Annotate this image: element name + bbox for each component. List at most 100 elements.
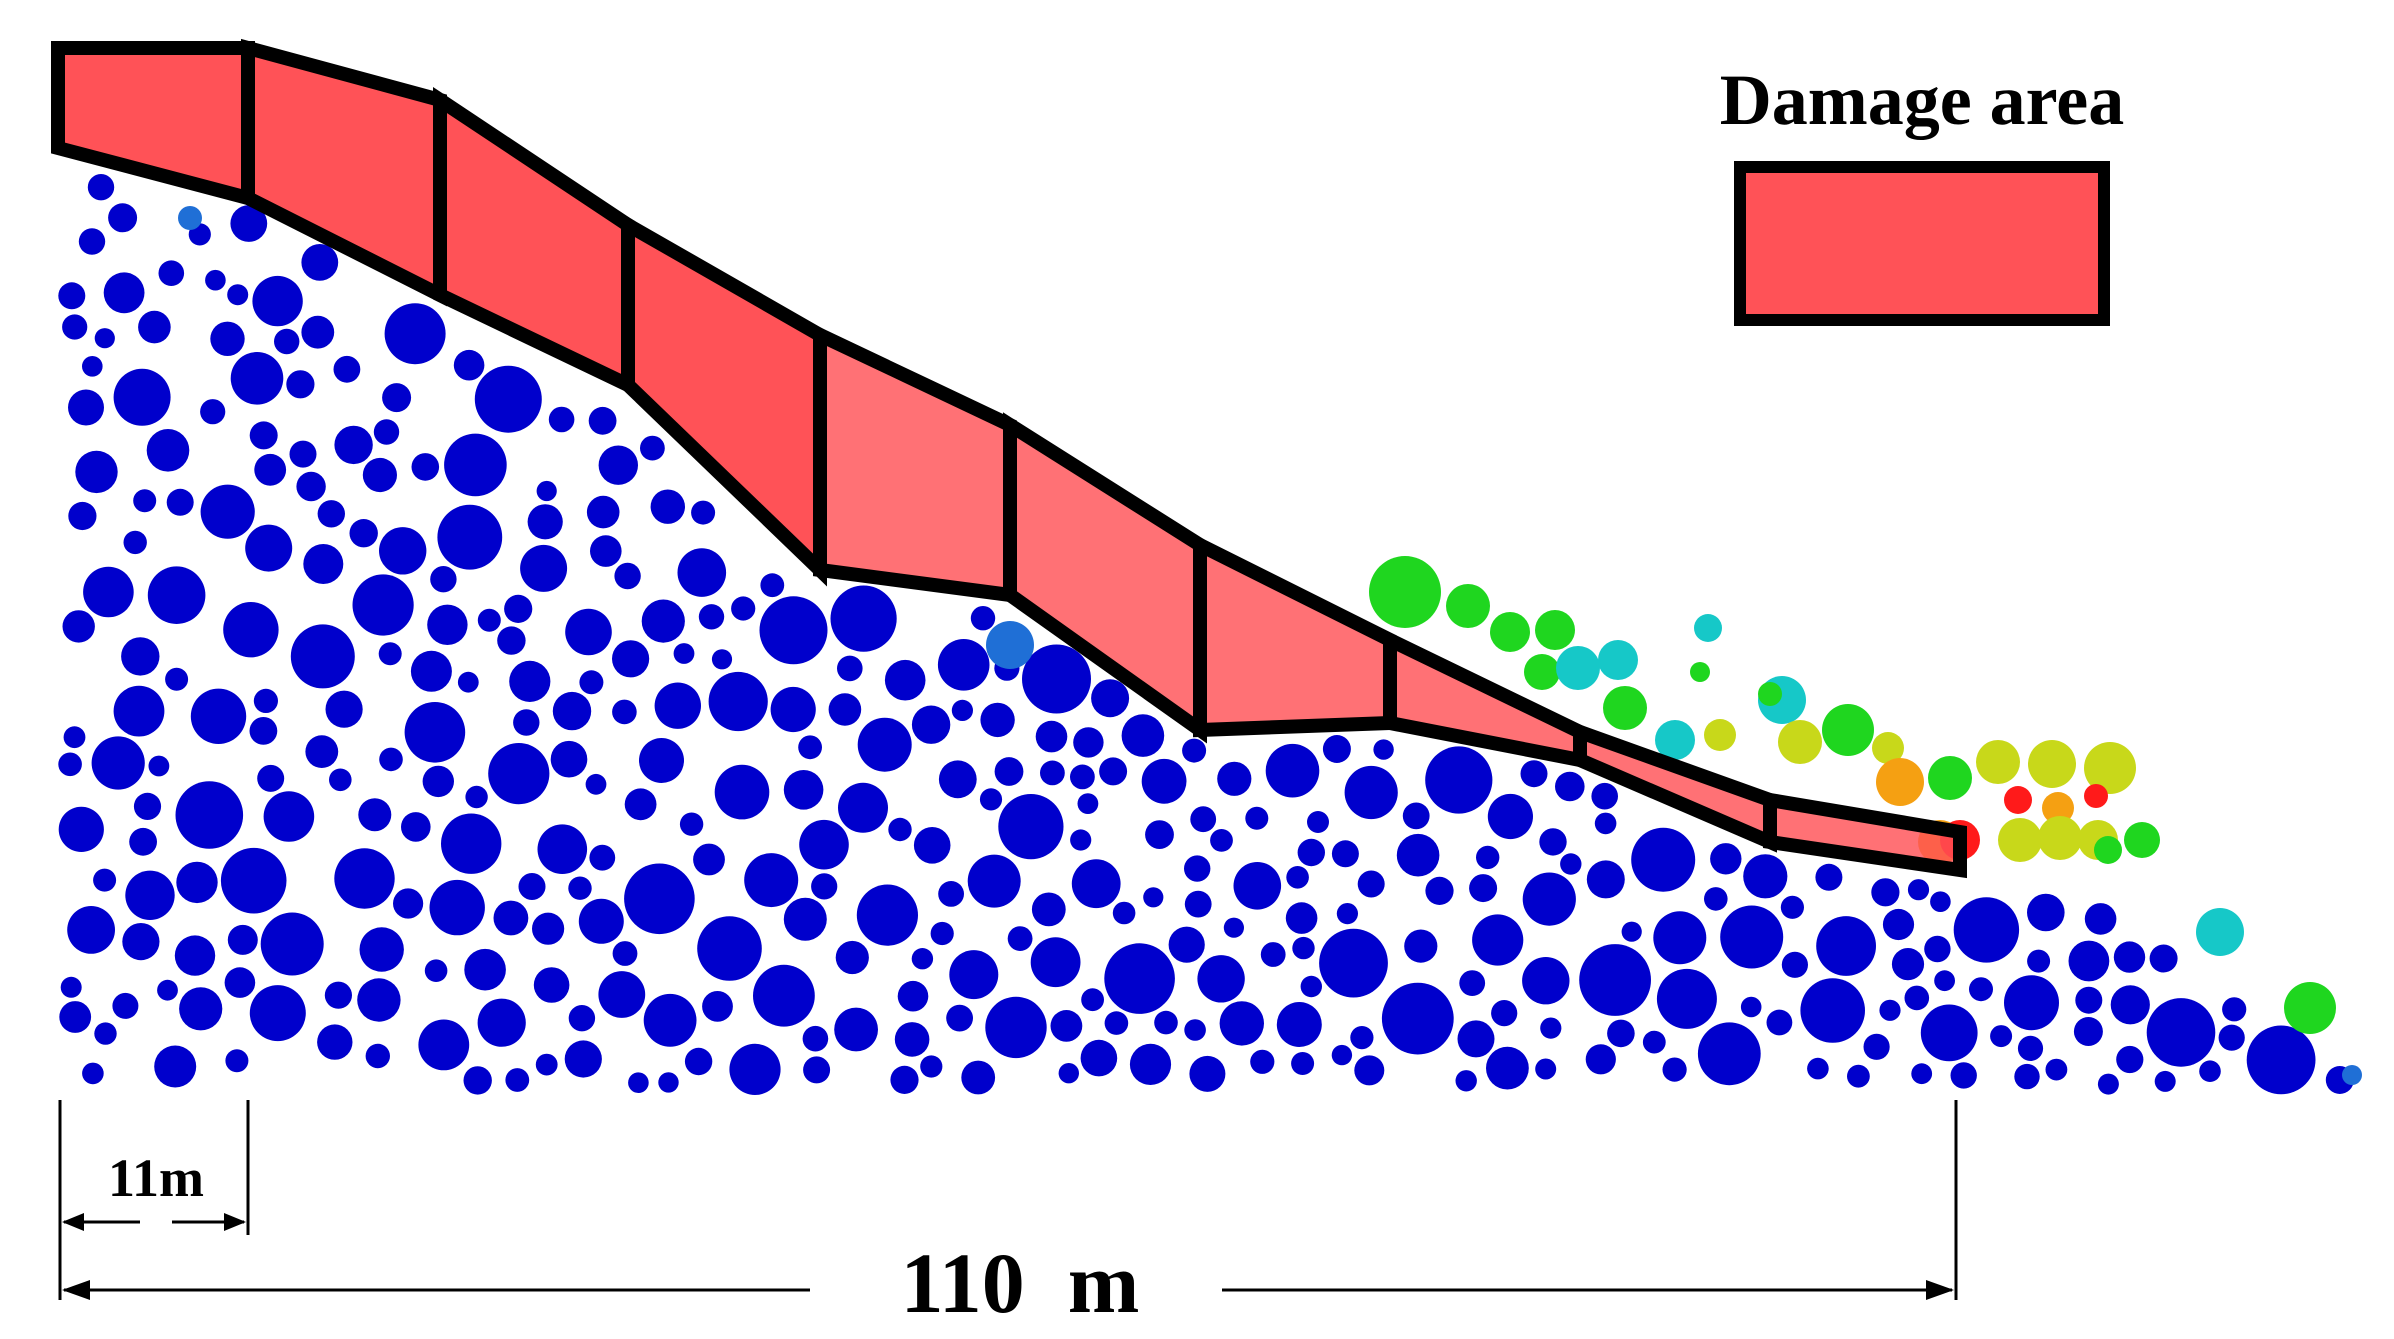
stable-particle — [1031, 892, 1066, 927]
total-width-label: 110 m — [901, 1235, 1140, 1331]
stable-particle — [224, 967, 256, 998]
stable-particle — [1040, 760, 1065, 786]
stable-particle — [1077, 793, 1099, 814]
stable-particle — [359, 927, 404, 972]
stable-particle — [911, 705, 951, 744]
stable-particle — [658, 1072, 679, 1093]
stable-particle — [2073, 1017, 2103, 1046]
stable-particle — [548, 406, 575, 433]
stable-particle — [520, 544, 568, 592]
stable-particle — [1781, 951, 1808, 978]
stable-particle — [1969, 977, 1993, 1002]
displaced-particle — [1556, 646, 1600, 690]
stable-particle — [225, 1049, 249, 1073]
stable-particle — [1145, 820, 1174, 849]
stable-particle — [1073, 727, 1104, 758]
displaced-particle — [1690, 662, 1710, 682]
stable-particle — [1373, 739, 1394, 760]
stable-particle — [157, 979, 178, 1001]
stable-particle — [802, 1025, 829, 1052]
stable-particle — [1594, 812, 1617, 835]
stable-particle — [838, 782, 888, 833]
stable-particle — [378, 642, 402, 666]
stable-particle — [1697, 1022, 1761, 1086]
stable-particle — [1322, 735, 1351, 763]
stable-particle — [1381, 982, 1454, 1055]
stable-particle — [803, 1056, 831, 1084]
stable-particle — [296, 471, 326, 502]
stable-particle — [404, 702, 466, 763]
displaced-particle — [1704, 719, 1736, 751]
stable-particle — [2146, 998, 2216, 1067]
stable-particle — [640, 435, 665, 461]
stable-particle — [123, 530, 147, 555]
stable-particle — [799, 819, 849, 870]
stable-particle — [165, 667, 189, 691]
stable-particle — [82, 356, 103, 377]
stable-particle — [1621, 921, 1642, 942]
dim-total-arrowhead-left — [62, 1280, 90, 1300]
stable-particle — [1112, 901, 1136, 925]
stable-particle — [317, 500, 345, 528]
stable-particle — [532, 912, 565, 945]
stable-particle — [729, 1043, 781, 1095]
stable-particle — [1934, 970, 1955, 992]
stable-particle — [1182, 738, 1207, 763]
stable-particle — [1455, 1070, 1477, 1092]
stable-particle — [113, 685, 165, 737]
stable-particle — [677, 548, 727, 597]
stable-particle — [379, 527, 427, 575]
stable-particle — [2218, 1024, 2245, 1051]
stable-particle — [317, 1024, 353, 1060]
stable-particle — [1472, 914, 1524, 966]
stable-particle — [329, 768, 352, 792]
stable-particle — [1585, 1044, 1616, 1075]
stable-particle — [568, 876, 592, 900]
stable-particle — [2246, 1025, 2316, 1095]
stable-particle — [2075, 986, 2103, 1014]
stable-particle — [708, 671, 768, 732]
stable-particle — [1871, 878, 1900, 907]
stable-particle — [474, 365, 542, 433]
stable-particle — [122, 923, 160, 961]
stable-particle — [998, 794, 1064, 860]
displaced-particle — [1778, 720, 1822, 764]
stable-particle — [93, 868, 117, 892]
stable-particle — [753, 964, 815, 1027]
stable-particle — [2004, 975, 2059, 1031]
stable-particle — [834, 1007, 878, 1052]
stable-particle — [430, 566, 457, 593]
stable-particle — [1579, 944, 1651, 1016]
stable-particle — [422, 765, 454, 798]
stable-particle — [1265, 743, 1320, 798]
stable-particle — [301, 244, 339, 281]
stable-particle — [424, 959, 448, 982]
stable-particle — [1022, 644, 1091, 714]
stable-particle — [1104, 1011, 1129, 1035]
legend-label: Damage area — [1720, 60, 2125, 140]
stable-particle — [1920, 1004, 1978, 1062]
stable-particle — [352, 574, 414, 636]
stable-particle — [1276, 1002, 1322, 1047]
stable-particle — [1607, 1019, 1635, 1048]
stable-particle — [1743, 854, 1788, 899]
stable-particle — [1815, 863, 1843, 891]
stable-particle — [133, 489, 157, 513]
stable-particle — [1210, 829, 1233, 852]
stable-particle — [113, 368, 171, 426]
stable-particle — [227, 284, 249, 306]
stable-particle — [464, 948, 506, 991]
stable-particle — [1250, 1049, 1275, 1074]
stable-particle — [2116, 1045, 2144, 1074]
displaced-particle — [986, 621, 1034, 669]
displaced-particle — [1490, 612, 1530, 652]
stable-particle — [837, 655, 863, 682]
stable-particle — [1642, 1030, 1666, 1054]
stable-particle — [1233, 862, 1282, 910]
stable-particle — [783, 770, 824, 810]
stable-particle — [148, 755, 170, 777]
stable-particle — [550, 740, 588, 778]
stable-particle — [249, 421, 278, 450]
stable-particle — [1924, 935, 1951, 963]
stable-particle — [1331, 1044, 1353, 1066]
